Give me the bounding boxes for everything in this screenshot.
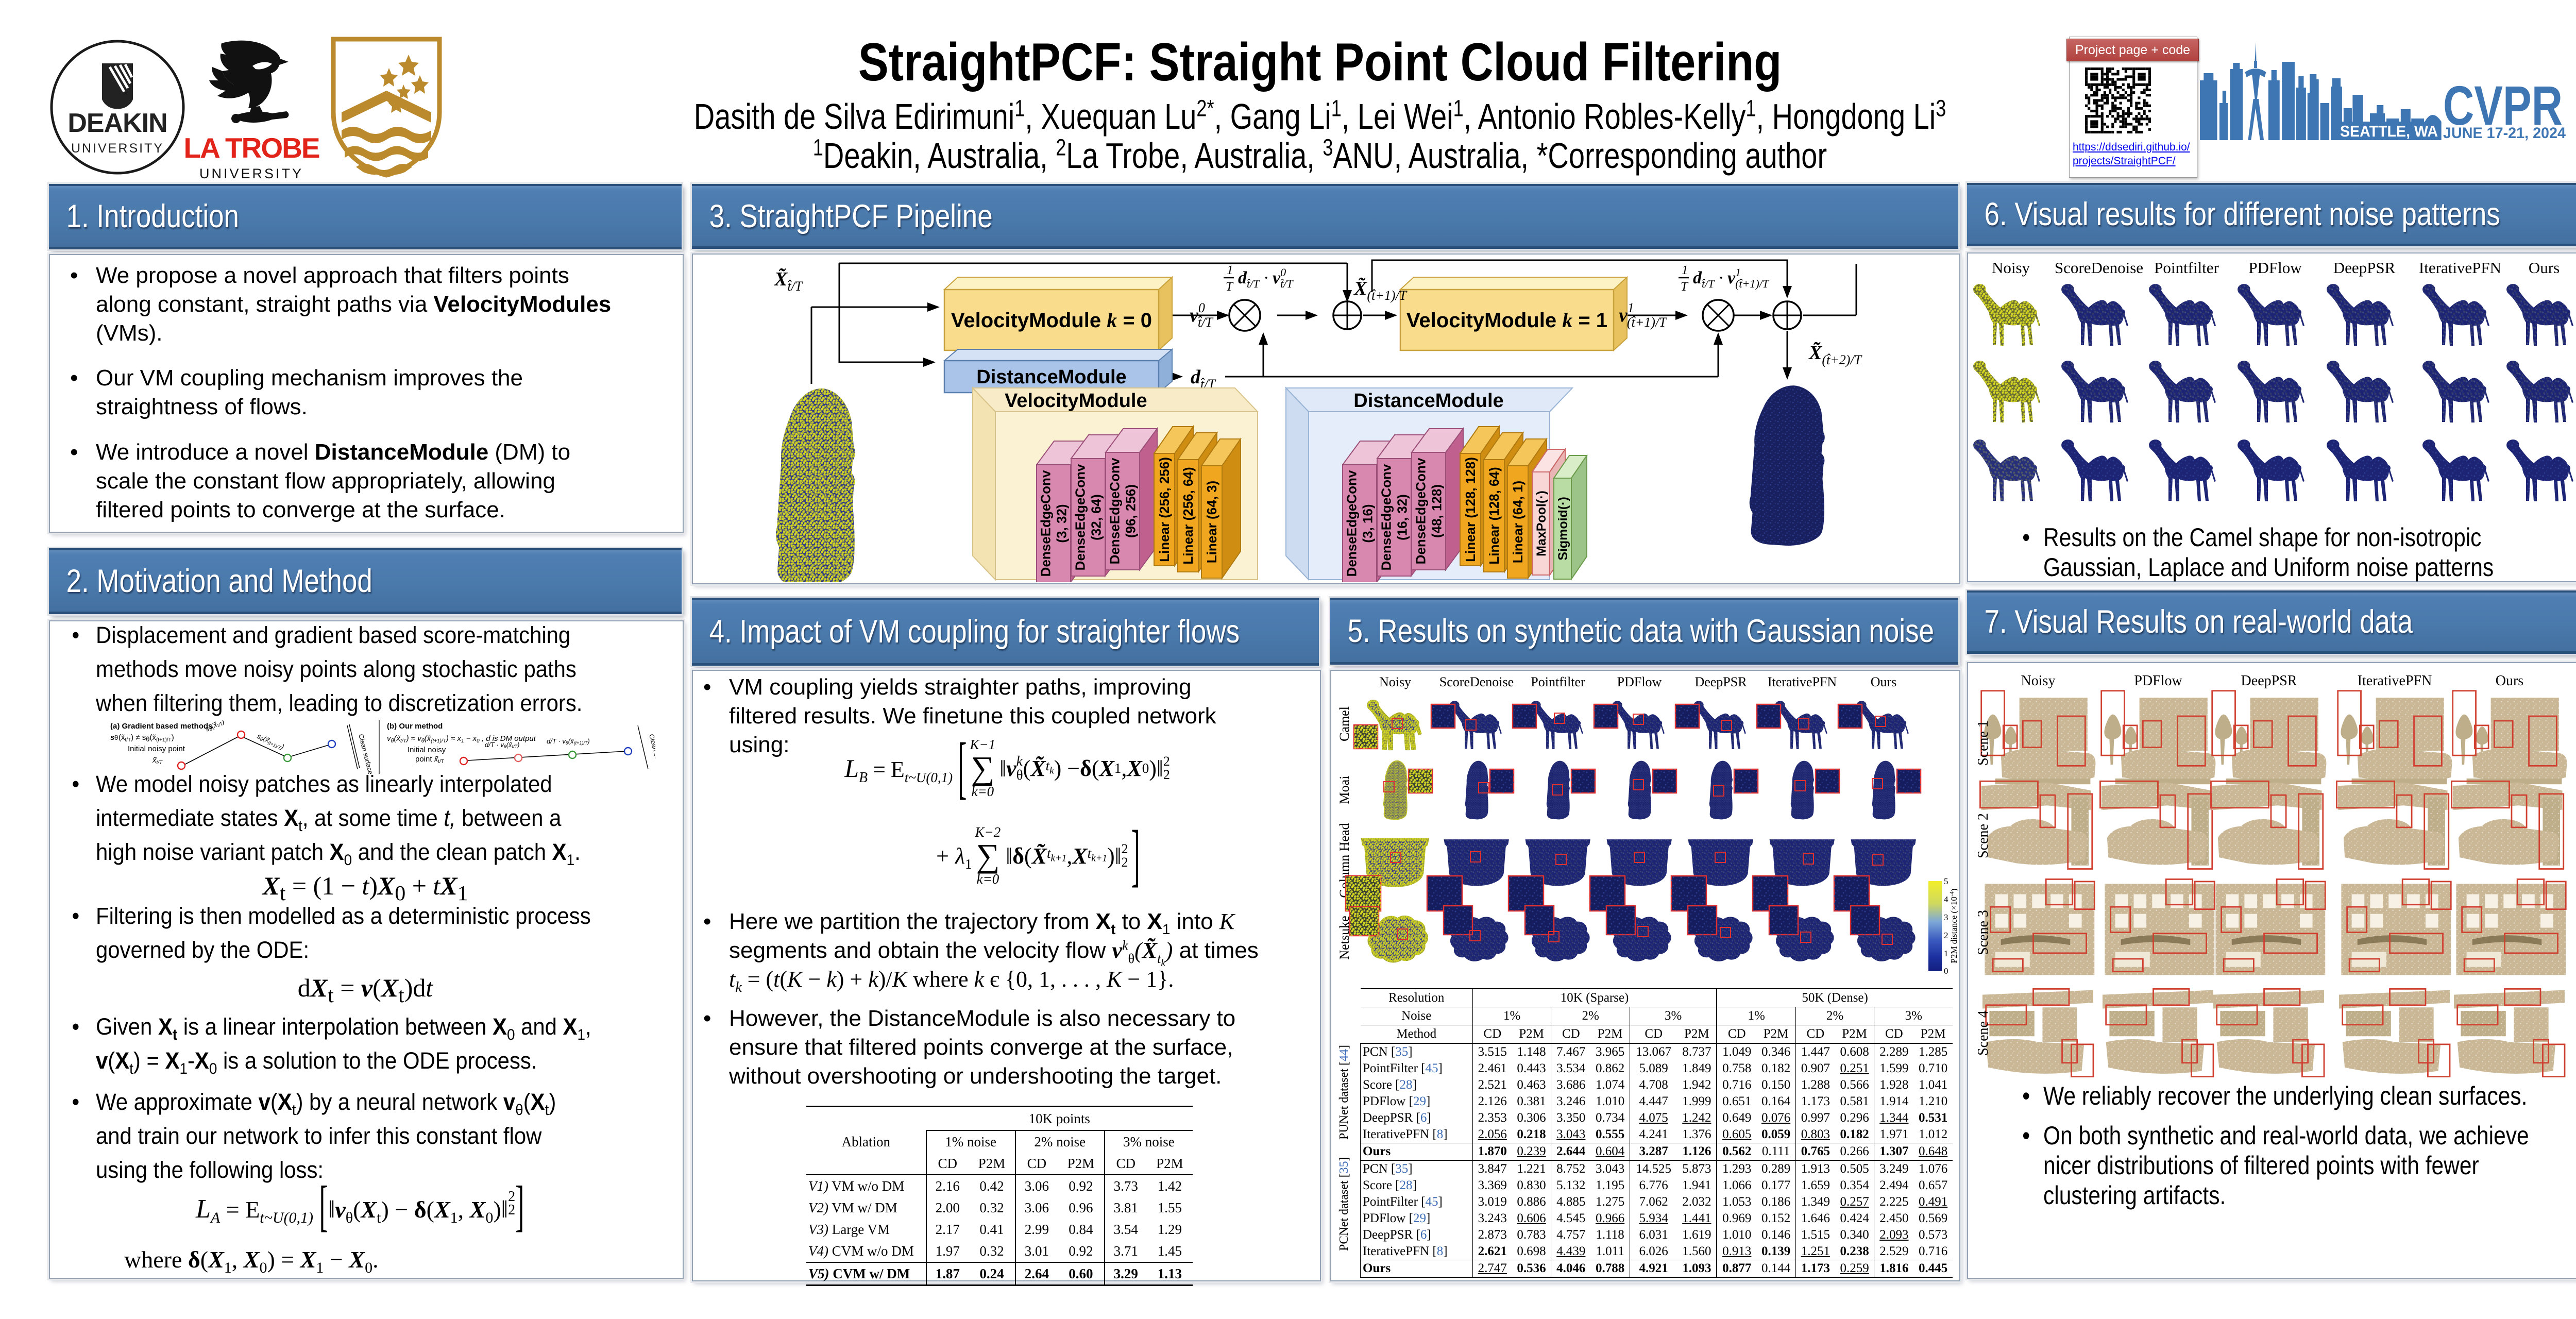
svg-text:ScoreDenoise: ScoreDenoise xyxy=(1439,674,1514,689)
svg-text:(3, 16): (3, 16) xyxy=(1360,504,1376,543)
svg-text:DenseEdgeConv: DenseEdgeConv xyxy=(1379,464,1394,570)
svg-text:DeepPSR: DeepPSR xyxy=(1694,674,1747,689)
svg-text:P2M distance (×10-4): P2M distance (×10-4) xyxy=(1948,888,1958,963)
svg-text:DenseEdgeConv: DenseEdgeConv xyxy=(1344,470,1360,577)
svg-text:Linear (64, 3): Linear (64, 3) xyxy=(1204,481,1219,563)
svg-text:Scene 4: Scene 4 xyxy=(1975,1010,1991,1056)
svg-text:Camel: Camel xyxy=(1337,706,1352,741)
svg-text:dt̂/T · v1(t̂+1)/T: dt̂/T · v1 (t̂+1)/T xyxy=(1693,266,1770,290)
svg-text:Linear (256, 256): Linear (256, 256) xyxy=(1157,457,1172,562)
svg-text:DenseEdgeConv: DenseEdgeConv xyxy=(1107,458,1123,564)
svg-text:v0t̂/T: v0 t̂/T xyxy=(1190,300,1213,330)
svg-text:DistanceModule: DistanceModule xyxy=(1353,390,1503,412)
svg-text:JUNE 17-21, 2024: JUNE 17-21, 2024 xyxy=(2443,125,2566,142)
svg-text:PDFlow: PDFlow xyxy=(2134,673,2182,689)
svg-text:(16, 32): (16, 32) xyxy=(1395,494,1410,540)
svg-text:(3, 32): (3, 32) xyxy=(1054,504,1070,543)
svg-text:Linear (256, 64): Linear (256, 64) xyxy=(1180,467,1196,564)
svg-text:Sigmoid(·): Sigmoid(·) xyxy=(1556,497,1570,561)
svg-text:4: 4 xyxy=(1944,894,1948,904)
svg-text:(b) Our method: (b) Our method xyxy=(387,722,443,731)
svg-text:1: 1 xyxy=(1682,263,1688,277)
svg-text:d/T · vθ(x̃t/T): d/T · vθ(x̃t/T) xyxy=(485,741,519,749)
svg-text:d/T · vθ(x̃(t+1)/T): d/T · vθ(x̃(t+1)/T) xyxy=(547,737,590,746)
svg-text:UNIVERSITY: UNIVERSITY xyxy=(199,166,303,179)
svg-text:v1(t̂+1)/T: v1 (t̂+1)/T xyxy=(1619,300,1667,330)
svg-text:Pointfilter: Pointfilter xyxy=(1531,674,1585,689)
svg-text:VelocityModule: VelocityModule xyxy=(1005,390,1147,412)
svg-text:sθ(x̃(t+1)/T): sθ(x̃(t+1)/T) xyxy=(256,732,285,752)
svg-text:X̃(t̂+2)/T: X̃(t̂+2)/T xyxy=(1808,342,1862,367)
svg-text:DenseEdgeConv: DenseEdgeConv xyxy=(1413,458,1429,564)
svg-text:X̃(t̂+1)/T: X̃(t̂+1)/T xyxy=(1353,278,1408,303)
svg-text:Scene 3: Scene 3 xyxy=(1975,910,1991,955)
svg-text:MaxPool(·): MaxPool(·) xyxy=(1534,491,1549,556)
svg-text:x̃t/T: x̃t/T xyxy=(152,756,163,766)
svg-text:1: 1 xyxy=(1227,263,1233,277)
svg-text:IterativePFN: IterativePFN xyxy=(2358,673,2432,689)
svg-text:Pointfilter: Pointfilter xyxy=(2154,259,2219,277)
svg-text:3: 3 xyxy=(1944,912,1948,922)
svg-text:2: 2 xyxy=(1944,931,1948,940)
svg-text:VelocityModule k = 1: VelocityModule k = 1 xyxy=(1406,309,1607,332)
svg-text:DeepPSR: DeepPSR xyxy=(2333,259,2396,277)
svg-text:dt̂/T · v0t̂/T: dt̂/T · v0 t̂/T xyxy=(1238,266,1294,290)
svg-text:Initial noisy point: Initial noisy point xyxy=(128,745,185,753)
svg-text:vθ(x̃t/T) ≈ vθ(x̃(t+1)/T) ≈ x1: vθ(x̃t/T) ≈ vθ(x̃(t+1)/T) ≈ x1 − x0 , d … xyxy=(387,734,536,744)
svg-text:DistanceModule: DistanceModule xyxy=(976,366,1126,388)
svg-text:DEAKIN: DEAKIN xyxy=(67,108,167,138)
svg-text:T: T xyxy=(1681,280,1689,294)
svg-text:DenseEdgeConv: DenseEdgeConv xyxy=(1038,470,1054,577)
svg-text:Initial noisy: Initial noisy xyxy=(408,746,446,754)
svg-text:CVPR: CVPR xyxy=(2443,74,2563,137)
svg-text:Ours: Ours xyxy=(2529,259,2560,277)
svg-text:θ: θ xyxy=(114,734,118,741)
svg-text:UNIVERSITY: UNIVERSITY xyxy=(71,141,164,156)
svg-text:DenseEdgeConv: DenseEdgeConv xyxy=(1073,464,1088,570)
svg-text:PDFlow: PDFlow xyxy=(2248,259,2302,277)
svg-text:(x̃t/T) ≠ sθ(x̃(t+1)/T): (x̃t/T) ≠ sθ(x̃(t+1)/T) xyxy=(118,733,174,743)
svg-text:LA TROBE: LA TROBE xyxy=(183,132,319,164)
svg-text:Scene 1: Scene 1 xyxy=(1975,720,1991,766)
svg-text:point x̃t/T: point x̃t/T xyxy=(415,755,444,765)
svg-text:Noisy: Noisy xyxy=(1992,259,2030,277)
svg-text:Moai: Moai xyxy=(1337,776,1352,804)
svg-text:IterativePFN: IterativePFN xyxy=(2419,259,2501,277)
svg-text:1: 1 xyxy=(1944,949,1948,958)
svg-text:(96, 256): (96, 256) xyxy=(1123,484,1139,538)
svg-text:0: 0 xyxy=(1944,966,1948,976)
svg-text:(32, 64): (32, 64) xyxy=(1089,494,1104,540)
svg-text:ScoreDenoise: ScoreDenoise xyxy=(2055,259,2143,277)
svg-text:Linear (128, 128): Linear (128, 128) xyxy=(1463,457,1478,562)
svg-text:s: s xyxy=(110,733,114,742)
svg-text:Noisy: Noisy xyxy=(2021,673,2056,689)
svg-text:VelocityModule k = 0: VelocityModule k = 0 xyxy=(951,309,1152,332)
svg-text:(a) Gradient based methods: (a) Gradient based methods xyxy=(110,722,212,731)
svg-text:IterativePFN: IterativePFN xyxy=(1768,674,1837,689)
svg-text:DeepPSR: DeepPSR xyxy=(2241,673,2297,689)
svg-text:Ours: Ours xyxy=(1871,674,1897,689)
svg-text:X̃t̂/T: X̃t̂/T xyxy=(774,268,803,294)
svg-text:Ours: Ours xyxy=(2496,673,2523,689)
svg-text:(48, 128): (48, 128) xyxy=(1429,484,1445,538)
svg-text:T: T xyxy=(1226,280,1234,294)
svg-text:5: 5 xyxy=(1944,876,1948,886)
svg-text:SEATTLE, WA: SEATTLE, WA xyxy=(2340,122,2438,140)
svg-text:Scene 2: Scene 2 xyxy=(1975,813,1991,858)
svg-text:Noisy: Noisy xyxy=(1379,674,1411,689)
svg-text:Linear (128, 64): Linear (128, 64) xyxy=(1486,467,1502,564)
svg-text:Clean surface: Clean surface xyxy=(648,733,655,774)
svg-text:Linear (64, 1): Linear (64, 1) xyxy=(1510,481,1526,563)
svg-text:PDFlow: PDFlow xyxy=(1617,674,1662,689)
